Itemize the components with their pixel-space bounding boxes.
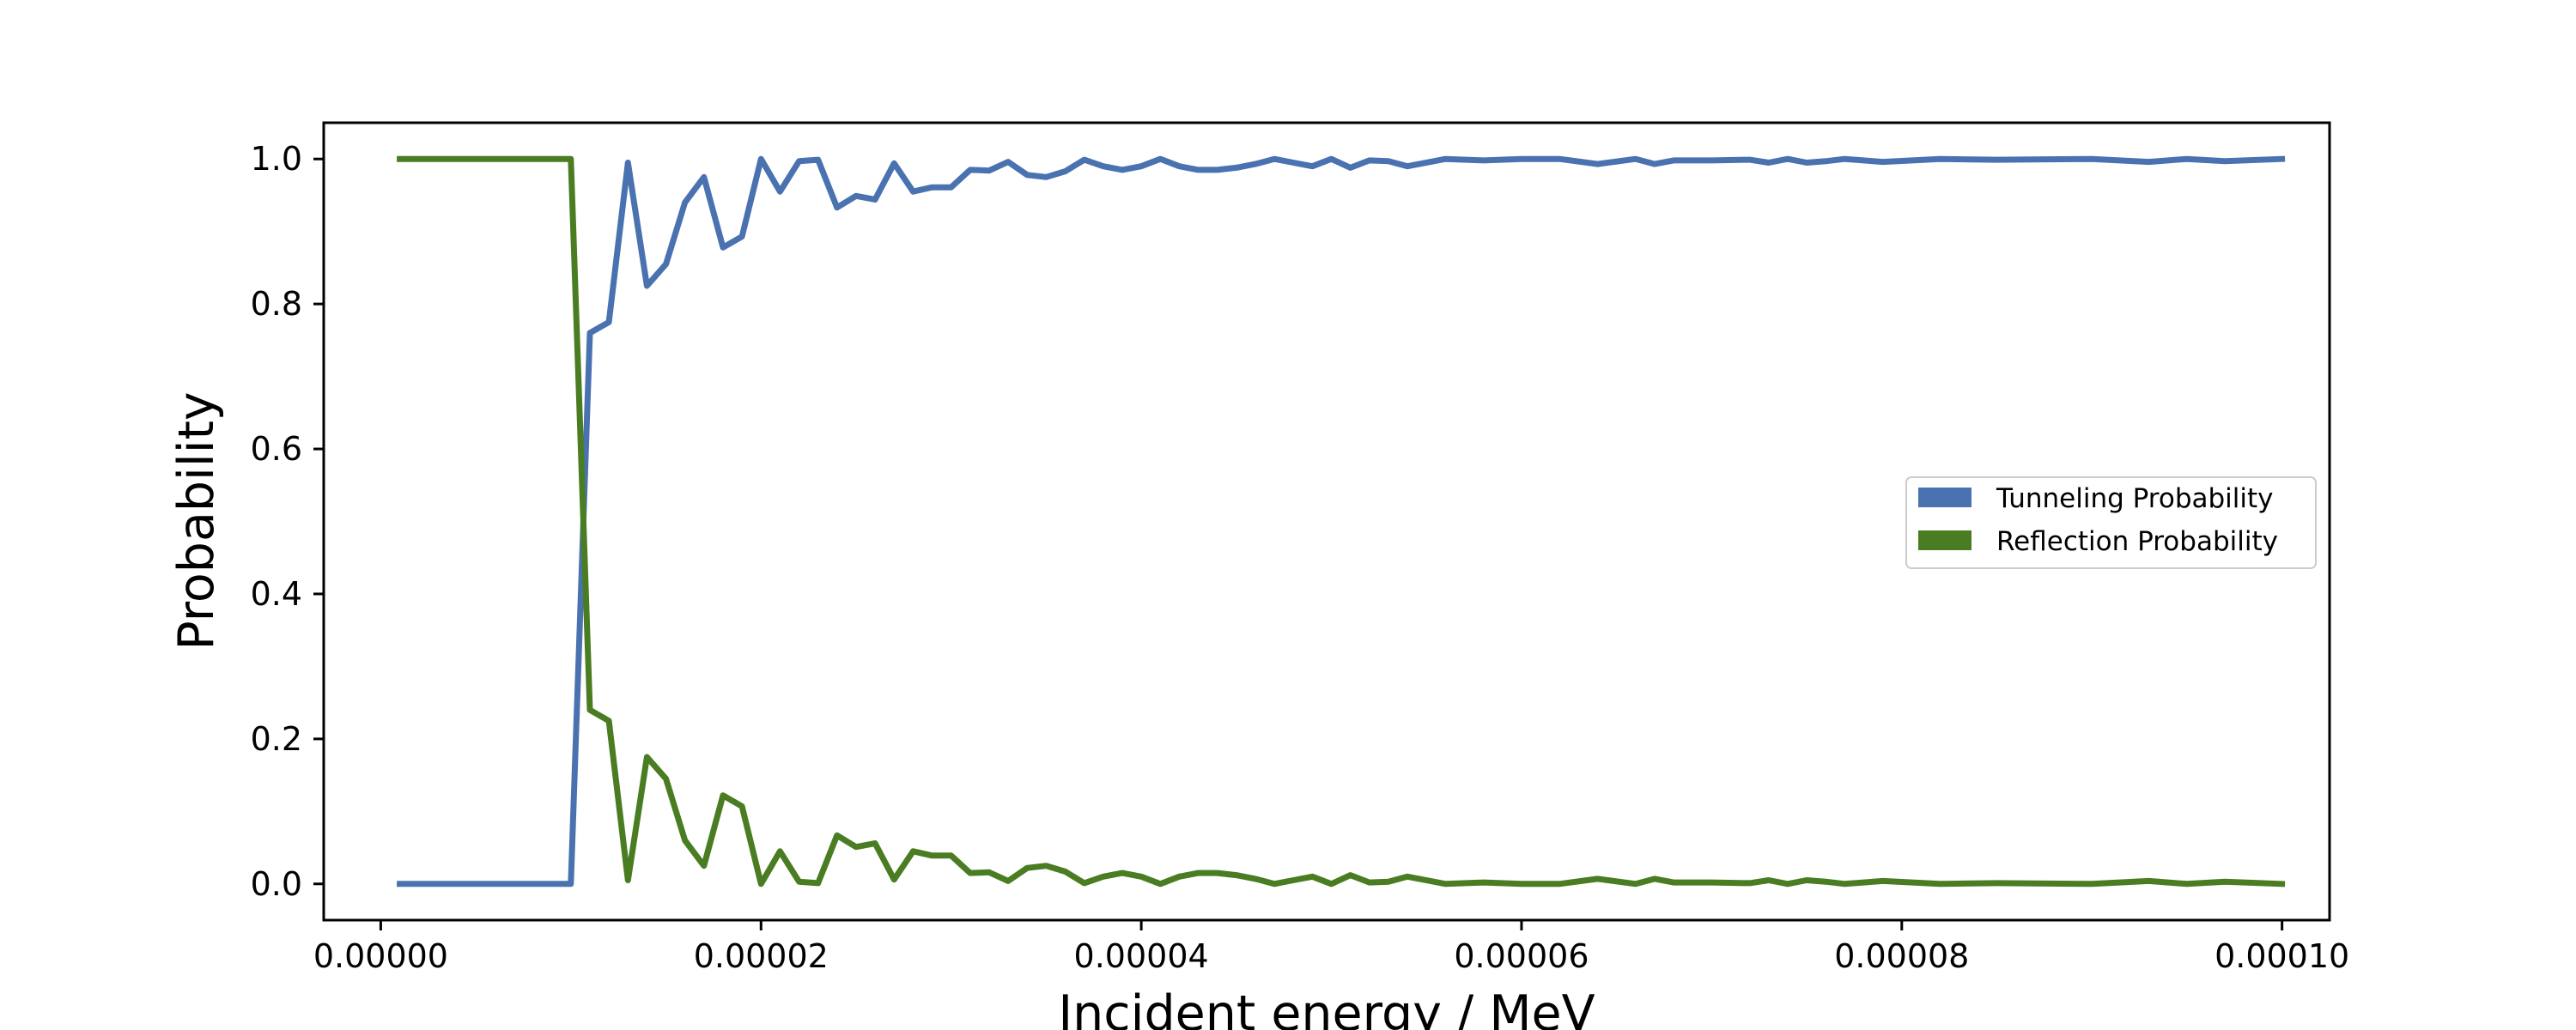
plot-frame — [322, 121, 2331, 922]
x-tick-label: 0.00000 — [313, 937, 448, 975]
y-tick-label: 0.8 — [251, 285, 302, 323]
y-tick-label: 0.6 — [251, 430, 302, 468]
legend-label-reflection: Reflection Probability — [1996, 526, 2278, 557]
series-layer — [397, 155, 2286, 888]
series-line-reflection — [397, 155, 2286, 888]
y-tick-label: 1.0 — [251, 140, 302, 178]
x-tick-label: 0.00006 — [1454, 937, 1589, 975]
y-axis: 0.0 0.2 0.4 0.6 0.8 1.0 — [251, 140, 324, 903]
x-axis: 0.00000 0.00002 0.00004 0.00006 0.00008 0.000… — [313, 920, 2349, 975]
x-tick-label: 0.00004 — [1074, 937, 1209, 975]
series-line-tunneling — [397, 155, 2286, 888]
legend: Tunneling Probability Reflection Probabi… — [1905, 476, 2317, 569]
legend-frame — [1905, 476, 2317, 569]
y-tick-label: 0.0 — [251, 865, 302, 903]
x-tick-label: 0.00002 — [694, 937, 829, 975]
y-tick-label: 0.4 — [251, 575, 302, 613]
legend-swatch-reflection — [1918, 530, 1971, 550]
y-tick-label: 0.2 — [251, 720, 302, 758]
legend-label-tunneling: Tunneling Probability — [1996, 483, 2274, 514]
y-axis-title: Probability — [168, 391, 225, 650]
x-axis-title: Incident energy / MeV — [1058, 985, 1595, 1030]
x-tick-label: 0.00008 — [1834, 937, 1969, 975]
x-tick-label: 0.00010 — [2215, 937, 2349, 975]
legend-swatch-tunneling — [1918, 488, 1971, 507]
